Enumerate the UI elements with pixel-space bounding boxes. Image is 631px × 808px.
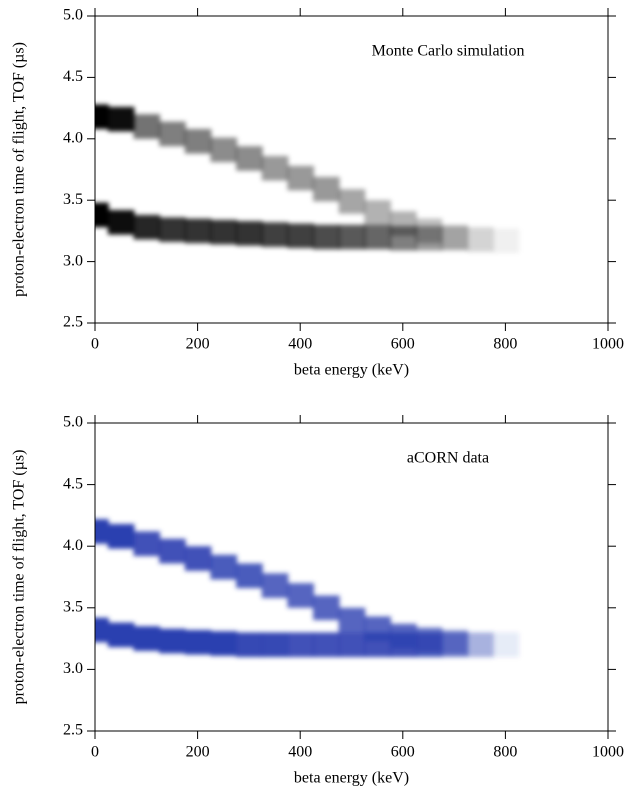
y-tick-label: 4.0 [63,537,83,554]
density-cell [261,573,289,598]
density-cell [364,200,391,225]
density-cell [338,632,366,658]
plot-area [95,104,520,253]
y-tick-label: 5.0 [63,7,83,24]
density-cell [95,617,109,643]
density-cell [313,224,340,250]
x-tick-label: 200 [186,336,210,353]
plot-frame [94,15,609,324]
density-cell [210,554,238,580]
y-tick-label: 4.5 [63,68,83,85]
x-axis-label: beta energy (keV) [294,362,409,379]
density-cell [261,632,289,658]
density-cell [159,217,186,242]
density-cell [466,632,494,658]
y-axis-label: proton-electron time of flight, TOF (µs) [11,42,28,297]
density-cell [159,121,186,147]
density-cell [159,628,186,654]
density-cell [415,225,443,251]
x-tick-label: 200 [186,744,210,761]
density-cell [210,631,238,656]
density-cell [236,221,263,246]
density-cell [107,622,135,648]
density-cell [95,519,109,544]
density-cell [95,104,109,129]
x-tick-label: 0 [91,336,99,353]
density-cell [441,632,468,658]
annotation: Monte Carlo simulation [372,43,525,60]
y-tick-label: 3.0 [63,660,83,677]
density-cell [236,632,263,658]
density-cell [287,583,315,608]
density-cell [210,219,238,245]
plot-frame [94,422,609,732]
y-tick-label: 4.0 [63,129,83,146]
density-cell [107,210,135,235]
density-cell [493,228,520,253]
density-cell [133,626,161,651]
density-cell [261,155,289,181]
density-cell [261,222,289,247]
density-cell [466,227,494,252]
density-cell [107,106,135,132]
density-band [95,519,520,658]
x-tick-label: 1000 [592,744,624,761]
density-cell [184,218,212,244]
x-tick-label: 600 [391,744,415,761]
density-cell [133,531,161,557]
x-tick-label: 400 [288,336,312,353]
density-cell [210,137,238,163]
x-tick-label: 400 [288,744,312,761]
annotation: aCORN data [407,450,489,467]
density-cell [441,225,468,251]
x-tick-label: 0 [91,744,99,761]
y-tick-label: 2.5 [63,722,83,739]
y-tick-label: 5.0 [63,414,83,431]
density-cell [95,202,109,228]
density-cell [287,632,315,658]
density-cell [287,165,315,191]
density-cell [338,224,366,250]
density-cell [184,128,212,154]
density-cell [389,225,417,251]
density-band [95,104,520,253]
density-cell [415,632,443,658]
density-cell [338,189,366,214]
density-cell [107,524,135,549]
density-cell [184,629,212,655]
x-tick-label: 800 [493,336,517,353]
density-cell [133,214,161,240]
density-cell [313,176,340,202]
x-tick-label: 600 [391,336,415,353]
y-tick-label: 2.5 [63,314,83,331]
density-cell [133,114,161,139]
x-axis-label: beta energy (keV) [294,770,409,787]
density-cell [313,632,340,658]
density-cell [389,632,417,658]
density-cell [313,595,340,621]
density-cell [236,146,263,171]
density-cell [184,546,212,571]
density-cell [287,223,315,249]
x-tick-label: 1000 [592,336,624,353]
y-axis-label: proton-electron time of flight, TOF (µs) [11,450,28,705]
density-cell [338,607,366,633]
density-cell [364,224,391,250]
y-tick-label: 3.0 [63,252,83,269]
density-cell [159,538,186,564]
y-tick-label: 3.5 [63,191,83,208]
density-cell [492,632,520,658]
y-tick-label: 4.5 [63,475,83,492]
plot-area [95,519,520,658]
y-tick-label: 3.5 [63,598,83,615]
density-cell [364,632,391,658]
density-cell [236,563,263,589]
x-tick-label: 800 [493,744,517,761]
